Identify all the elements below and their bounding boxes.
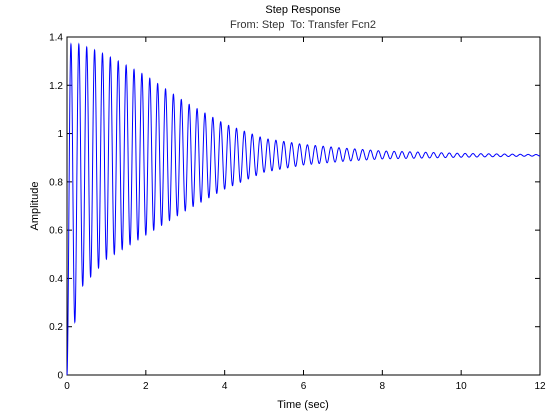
x-axis-label: Time (sec) (277, 399, 329, 411)
chart-subtitle: From: Step To: Transfer Fcn2 (230, 19, 376, 31)
x-axis: 0 2 4 6 8 10 12 (64, 37, 546, 392)
y-tick-label: 0.8 (49, 177, 63, 188)
y-tick-label: 1 (57, 129, 63, 140)
y-axis-label: Amplitude (29, 182, 41, 231)
x-tick-label: 4 (222, 381, 228, 392)
x-tick-label: 10 (456, 381, 468, 392)
x-tick-label: 6 (301, 381, 307, 392)
y-tick-label: 1.2 (49, 81, 63, 92)
y-axis: 0 0.2 0.4 0.6 0.8 1 1.2 1.4 (49, 33, 540, 382)
y-tick-label: 0.2 (49, 322, 63, 333)
plot-area (66, 36, 541, 376)
x-tick-label: 12 (534, 381, 546, 392)
chart-title: Step Response (265, 4, 340, 16)
y-tick-label: 0.4 (49, 274, 63, 285)
step-response-line (66, 42, 540, 376)
y-tick-label: 1.4 (49, 33, 63, 44)
x-tick-label: 2 (143, 381, 149, 392)
x-tick-label: 0 (64, 381, 70, 392)
y-tick-label: 0.6 (49, 226, 63, 237)
y-tick-label: 0 (57, 371, 63, 382)
x-tick-label: 8 (380, 381, 386, 392)
